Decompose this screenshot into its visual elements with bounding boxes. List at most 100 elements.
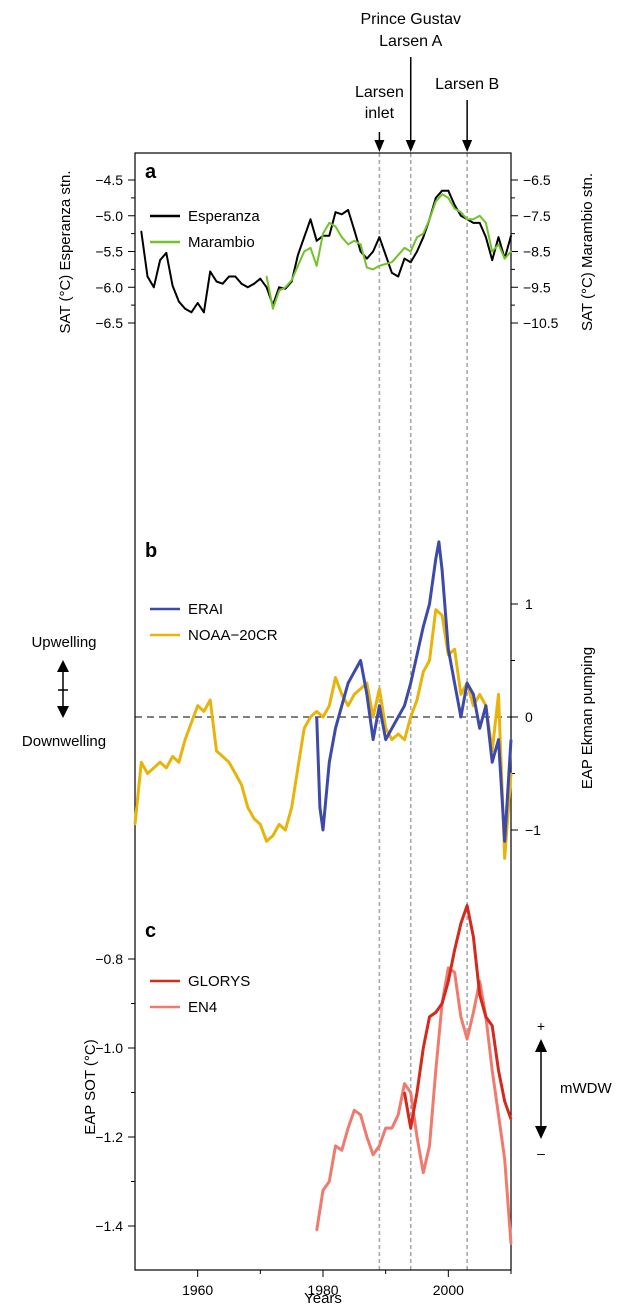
data-point-marambio-23 xyxy=(409,250,412,253)
data-point-esperanza-43 xyxy=(409,261,412,264)
data-point-en4-14 xyxy=(403,1082,406,1085)
data-point-erai-33 xyxy=(510,738,512,741)
data-point-marambio-37 xyxy=(497,243,500,246)
data-point-glorys-10 xyxy=(466,904,468,907)
data-point-erai-21 xyxy=(438,541,440,543)
c-minus-label: – xyxy=(537,1145,545,1161)
data-point-glorys-4 xyxy=(428,1016,431,1018)
data-point-marambio-7 xyxy=(309,247,312,249)
data-point-noaa-20cr-8 xyxy=(184,738,187,741)
data-point-erai-3 xyxy=(328,761,331,764)
data-point-noaa-20cr-48 xyxy=(434,608,437,611)
data-point-esperanza-30 xyxy=(328,234,331,237)
data-point-noaa-20cr-46 xyxy=(422,670,425,673)
panel-label-c: c xyxy=(145,920,156,942)
data-point-en4-16 xyxy=(416,1136,418,1138)
data-point-esperanza-19 xyxy=(259,277,262,280)
data-point-noaa-20cr-13 xyxy=(215,750,218,752)
data-point-en4-25 xyxy=(472,1011,475,1014)
data-point-en4-19 xyxy=(434,1069,437,1072)
data-point-esperanza-37 xyxy=(372,250,374,253)
x-axis-label: Years xyxy=(304,1290,342,1307)
data-point-esperanza-44 xyxy=(416,250,418,253)
a-ytick-left-label--4.5: −4.5 xyxy=(95,172,123,188)
data-point-esperanza-57 xyxy=(497,236,500,239)
data-point-marambio-30 xyxy=(453,207,456,210)
legend-label-esperanza: Esperanza xyxy=(188,208,260,225)
data-point-en4-18 xyxy=(428,1145,431,1147)
data-point-esperanza-50 xyxy=(453,204,456,206)
data-point-esperanza-7 xyxy=(184,307,187,310)
data-point-noaa-20cr-59 xyxy=(503,857,506,860)
data-point-glorys-9 xyxy=(460,922,462,925)
data-point-noaa-20cr-1 xyxy=(140,761,143,764)
data-point-noaa-20cr-30 xyxy=(322,716,324,718)
data-point-noaa-20cr-10 xyxy=(196,704,199,707)
x-tick-label-1980: 1980 xyxy=(307,1282,338,1298)
data-point-en4-0 xyxy=(315,1229,318,1232)
data-point-marambio-5 xyxy=(297,264,299,267)
data-point-noaa-20cr-33 xyxy=(340,693,343,696)
data-point-noaa-20cr-40 xyxy=(384,727,387,730)
data-point-noaa-20cr-16 xyxy=(234,772,237,775)
data-point-glorys-2 xyxy=(416,1091,418,1094)
a-ytick-right-label--9.5: −9.5 xyxy=(523,279,551,295)
c-ytick-left-label--1.4: −1.4 xyxy=(95,1218,123,1234)
data-point-esperanza-59 xyxy=(510,234,512,237)
data-point-marambio-29 xyxy=(447,197,450,199)
data-point-en4-17 xyxy=(422,1171,425,1174)
data-point-en4-22 xyxy=(453,971,456,974)
data-point-glorys-11 xyxy=(472,935,475,938)
c-ytick-left-label--1.2: −1.2 xyxy=(95,1129,123,1145)
event-label-2003-0: Larsen B xyxy=(435,76,499,93)
a-ytick-right-label--7.5: −7.5 xyxy=(523,208,551,224)
data-point-en4-1 xyxy=(322,1189,324,1192)
data-point-marambio-20 xyxy=(391,261,393,264)
event-label-1989-1: inlet xyxy=(365,105,395,122)
data-point-esperanza-31 xyxy=(334,211,337,214)
data-point-en4-31 xyxy=(510,1242,512,1245)
data-point-en4-7 xyxy=(359,1113,362,1116)
data-point-esperanza-2 xyxy=(152,286,155,289)
data-point-erai-13 xyxy=(391,727,393,730)
data-point-en4-9 xyxy=(372,1153,374,1156)
data-point-noaa-20cr-0 xyxy=(134,823,136,826)
data-point-erai-27 xyxy=(472,693,475,696)
data-point-noaa-20cr-25 xyxy=(290,806,293,809)
data-point-esperanza-20 xyxy=(265,286,268,289)
data-point-esperanza-47 xyxy=(434,197,437,199)
data-point-noaa-20cr-42 xyxy=(397,733,400,735)
data-point-noaa-20cr-17 xyxy=(240,783,243,786)
data-point-noaa-20cr-29 xyxy=(315,710,318,713)
a-ytick-right-label--8.5: −8.5 xyxy=(523,244,551,260)
data-point-marambio-36 xyxy=(491,250,494,253)
data-point-en4-13 xyxy=(397,1113,400,1116)
data-point-noaa-20cr-43 xyxy=(403,738,406,741)
data-point-en4-21 xyxy=(447,967,450,969)
data-point-noaa-20cr-4 xyxy=(159,761,162,764)
data-point-marambio-19 xyxy=(384,263,387,265)
data-point-erai-28 xyxy=(478,727,481,730)
event-label-1994-1: Larsen A xyxy=(379,33,442,50)
data-point-esperanza-35 xyxy=(359,250,362,253)
x-tick-label-1960: 1960 xyxy=(182,1282,213,1298)
data-point-noaa-20cr-55 xyxy=(478,693,481,696)
x-tick-label-2000: 2000 xyxy=(433,1282,464,1298)
data-point-esperanza-25 xyxy=(297,254,299,256)
data-point-esperanza-16 xyxy=(240,282,243,285)
data-point-noaa-20cr-35 xyxy=(353,693,356,696)
data-point-noaa-20cr-11 xyxy=(203,710,205,713)
data-point-en4-23 xyxy=(460,1016,462,1018)
data-point-marambio-13 xyxy=(347,243,349,246)
data-point-esperanza-45 xyxy=(422,236,425,239)
series-line-marambio xyxy=(265,193,512,310)
data-point-en4-6 xyxy=(353,1109,356,1112)
a-ytick-left-label--6.5: −6.5 xyxy=(95,315,123,331)
data-point-erai-8 xyxy=(359,659,362,662)
plot-frame xyxy=(134,152,512,1271)
data-point-esperanza-9 xyxy=(196,302,199,304)
data-point-erai-7 xyxy=(353,670,356,673)
panels-layer xyxy=(128,152,518,1277)
data-point-noaa-20cr-19 xyxy=(253,817,256,820)
data-point-esperanza-27 xyxy=(309,218,312,221)
